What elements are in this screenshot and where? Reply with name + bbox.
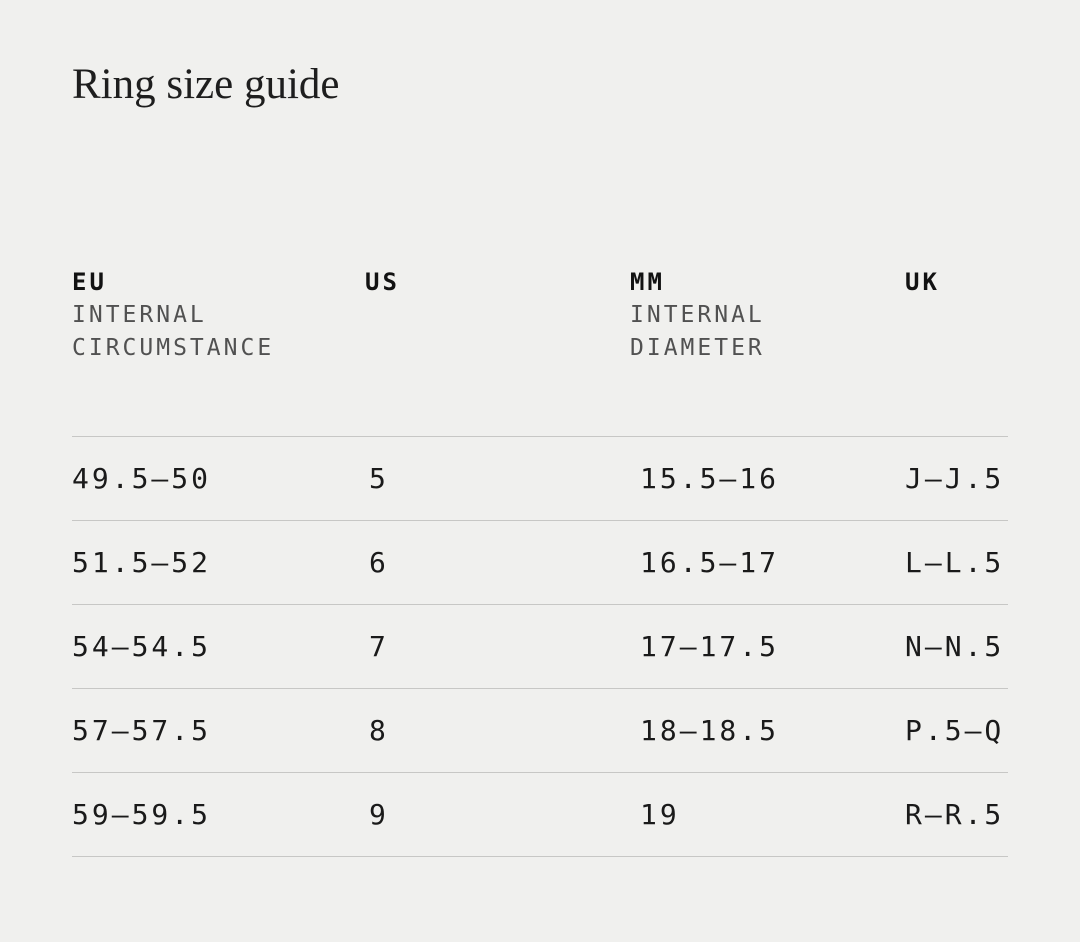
uk-size-cell: J—J.5 — [905, 462, 1005, 495]
table-row: 57—57.5 8 18—18.5 P.5—Q — [72, 688, 1008, 772]
eu-size-cell: 49.5—50 — [72, 462, 212, 495]
eu-size-cell: 59—59.5 — [72, 798, 212, 831]
us-size-cell: 7 — [369, 630, 389, 663]
column-label-eu: EU — [72, 268, 107, 296]
uk-size-cell: P.5—Q — [905, 714, 1005, 747]
column-sublabel-eu-line1: INTERNAL — [72, 302, 207, 328]
column-header-us: US — [365, 266, 630, 365]
column-header-uk: UK — [905, 266, 1008, 365]
mm-size-cell: 18—18.5 — [640, 714, 780, 747]
mm-size-cell: 19 — [640, 798, 680, 831]
column-label-us: US — [365, 268, 400, 296]
uk-size-cell: R—R.5 — [905, 798, 1005, 831]
size-table: 49.5—50 5 15.5—16 J—J.5 51.5—52 6 16.5—1… — [72, 436, 1008, 857]
table-row: 54—54.5 7 17—17.5 N—N.5 — [72, 604, 1008, 688]
mm-size-cell: 15.5—16 — [640, 462, 780, 495]
column-header-eu: EU INTERNAL CIRCUMSTANCE — [72, 266, 365, 365]
table-row: 51.5—52 6 16.5—17 L—L.5 — [72, 520, 1008, 604]
eu-size-cell: 54—54.5 — [72, 630, 212, 663]
column-label-uk: UK — [905, 268, 940, 296]
us-size-cell: 6 — [369, 546, 389, 579]
column-sublabel-eu-line2: CIRCUMSTANCE — [72, 335, 275, 361]
column-sublabel-mm-line1: INTERNAL — [630, 302, 765, 328]
uk-size-cell: N—N.5 — [905, 630, 1005, 663]
size-table-header: EU INTERNAL CIRCUMSTANCE US MM INTERNAL … — [72, 266, 1008, 365]
column-sublabel-mm-line2: DIAMETER — [630, 335, 765, 361]
us-size-cell: 9 — [369, 798, 389, 831]
column-header-mm: MM INTERNAL DIAMETER — [630, 266, 905, 365]
column-label-mm: MM — [630, 268, 665, 296]
table-row: 49.5—50 5 15.5—16 J—J.5 — [72, 436, 1008, 520]
uk-size-cell: L—L.5 — [905, 546, 1005, 579]
table-row: 59—59.5 9 19 R—R.5 — [72, 772, 1008, 857]
us-size-cell: 5 — [369, 462, 389, 495]
page-title: Ring size guide — [72, 61, 340, 108]
mm-size-cell: 17—17.5 — [640, 630, 780, 663]
eu-size-cell: 57—57.5 — [72, 714, 212, 747]
eu-size-cell: 51.5—52 — [72, 546, 212, 579]
us-size-cell: 8 — [369, 714, 389, 747]
mm-size-cell: 16.5—17 — [640, 546, 780, 579]
